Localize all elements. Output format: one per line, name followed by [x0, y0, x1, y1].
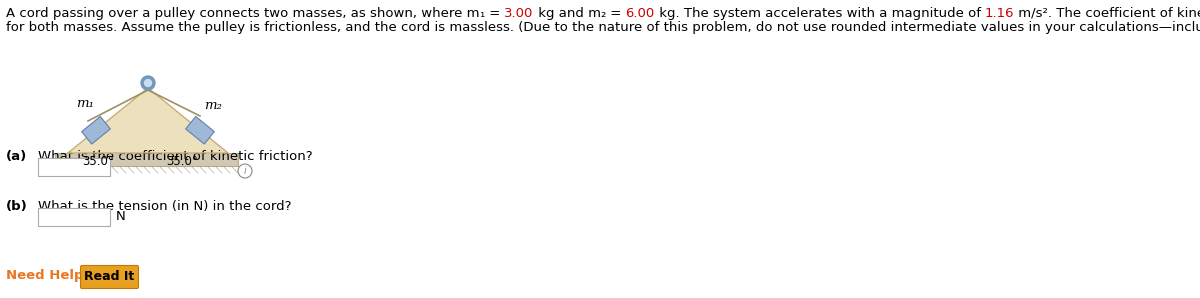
- Bar: [55, 153, 238, 166]
- Text: Need Help?: Need Help?: [6, 269, 91, 283]
- Text: for both masses. Assume the pulley is frictionless, and the cord is massless. (D: for both masses. Assume the pulley is fr…: [6, 21, 1200, 34]
- Text: m₂: m₂: [204, 99, 222, 112]
- Text: 1.16: 1.16: [985, 7, 1014, 20]
- Text: kg. The system accelerates with a magnitude of: kg. The system accelerates with a magnit…: [655, 7, 985, 20]
- Circle shape: [142, 76, 155, 90]
- Polygon shape: [82, 117, 110, 144]
- FancyBboxPatch shape: [80, 266, 138, 288]
- Text: (a): (a): [6, 150, 28, 163]
- Text: N: N: [116, 210, 126, 224]
- Text: ₂: ₂: [601, 7, 606, 20]
- Circle shape: [238, 164, 252, 178]
- Text: i: i: [244, 166, 246, 176]
- Text: A cord passing over a pulley connects two masses, as shown, where m: A cord passing over a pulley connects tw…: [6, 7, 480, 20]
- Text: =: =: [606, 7, 625, 20]
- Text: ₁: ₁: [480, 7, 485, 20]
- Circle shape: [144, 80, 151, 86]
- Text: (b): (b): [6, 200, 28, 213]
- Text: kg and m: kg and m: [534, 7, 601, 20]
- Text: 6.00: 6.00: [625, 7, 655, 20]
- Polygon shape: [68, 88, 228, 153]
- Text: m/s². The coefficient of kinetic friction between the masses and the incline is : m/s². The coefficient of kinetic frictio…: [1014, 7, 1200, 20]
- FancyBboxPatch shape: [38, 208, 110, 226]
- Text: What is the coefficient of kinetic friction?: What is the coefficient of kinetic frict…: [38, 150, 313, 163]
- Text: 35.0°: 35.0°: [166, 155, 198, 168]
- Text: =: =: [485, 7, 504, 20]
- Polygon shape: [186, 117, 215, 144]
- FancyBboxPatch shape: [38, 158, 110, 176]
- Text: What is the tension (in N) in the cord?: What is the tension (in N) in the cord?: [38, 200, 292, 213]
- Text: 3.00: 3.00: [504, 7, 534, 20]
- Text: Read It: Read It: [84, 269, 134, 283]
- Text: m₁: m₁: [76, 97, 94, 110]
- Text: 35.0°: 35.0°: [82, 155, 114, 168]
